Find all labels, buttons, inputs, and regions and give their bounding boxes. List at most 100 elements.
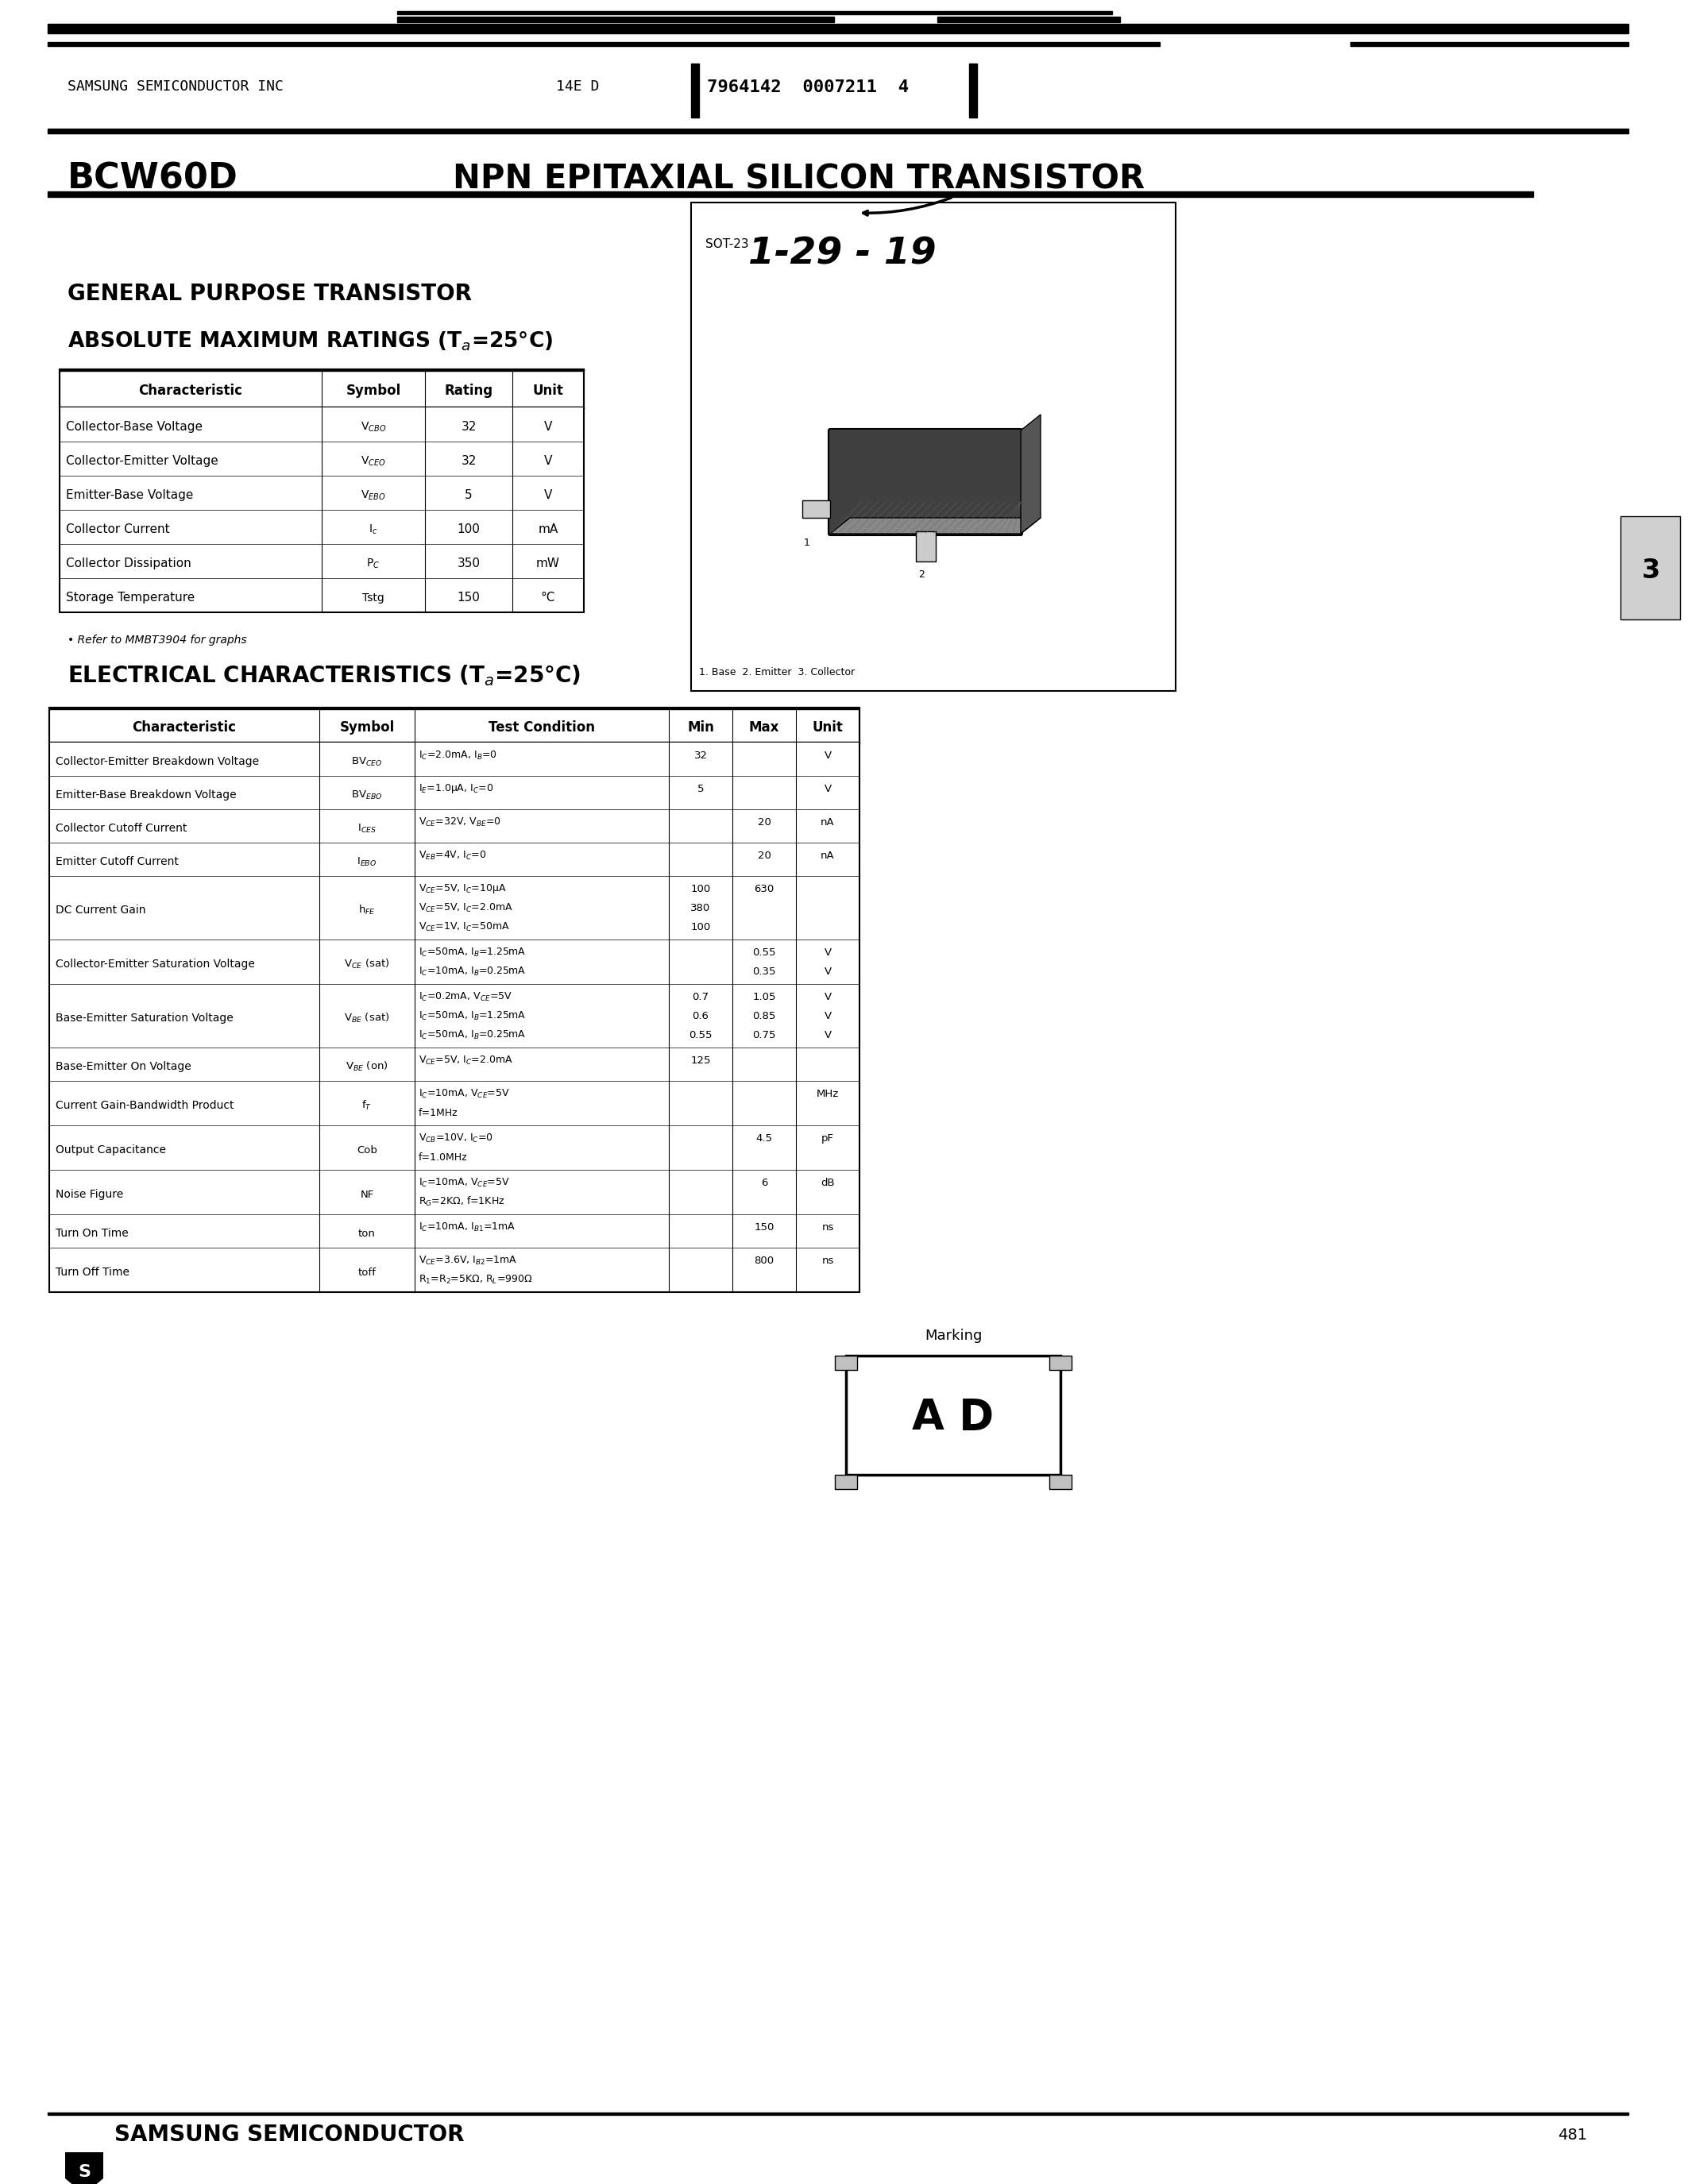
Text: 481: 481 xyxy=(1558,2127,1587,2143)
Text: 3: 3 xyxy=(1641,557,1659,583)
Bar xyxy=(59,509,584,544)
Text: Unit: Unit xyxy=(533,384,564,397)
Text: nA: nA xyxy=(820,817,834,828)
Text: ns: ns xyxy=(822,1221,834,1232)
Text: SOT-23: SOT-23 xyxy=(706,238,749,251)
Bar xyxy=(49,843,859,876)
Text: V: V xyxy=(824,948,830,957)
Text: DC Current Gain: DC Current Gain xyxy=(56,904,145,915)
Text: 125: 125 xyxy=(690,1055,711,1066)
Text: 0.35: 0.35 xyxy=(753,965,776,976)
Text: I$_C$=10mA, V$_{CE}$=5V: I$_C$=10mA, V$_{CE}$=5V xyxy=(419,1088,510,1099)
Bar xyxy=(836,1356,858,1369)
Bar xyxy=(47,129,1629,133)
Bar xyxy=(49,708,859,743)
Text: 7964142  0007211  4: 7964142 0007211 4 xyxy=(707,79,908,96)
Bar xyxy=(47,2112,1629,2114)
Text: ELECTRICAL CHARACTERISTICS (T$_a$=25°C): ELECTRICAL CHARACTERISTICS (T$_a$=25°C) xyxy=(68,664,581,688)
Text: Collector Dissipation: Collector Dissipation xyxy=(66,557,191,570)
Polygon shape xyxy=(1021,415,1040,533)
Bar xyxy=(1620,515,1680,620)
Bar xyxy=(836,1474,858,1489)
Text: 4.5: 4.5 xyxy=(756,1133,773,1142)
Text: V$_{CE}$=5V, I$_C$=10μA: V$_{CE}$=5V, I$_C$=10μA xyxy=(419,882,506,895)
Text: V$_{EB}$=4V, I$_C$=0: V$_{EB}$=4V, I$_C$=0 xyxy=(419,850,486,860)
Bar xyxy=(397,11,1112,15)
Bar xyxy=(47,24,1629,33)
Text: 380: 380 xyxy=(690,902,711,913)
Text: I$_{EBO}$: I$_{EBO}$ xyxy=(356,856,376,867)
Text: V: V xyxy=(544,422,552,432)
Text: V$_{CE}$=1V, I$_C$=50mA: V$_{CE}$=1V, I$_C$=50mA xyxy=(419,922,510,933)
Bar xyxy=(49,1247,859,1293)
Text: 1: 1 xyxy=(803,537,810,548)
Text: 150: 150 xyxy=(457,592,479,603)
Text: 2: 2 xyxy=(918,570,925,579)
Text: BV$_{CEO}$: BV$_{CEO}$ xyxy=(351,756,383,767)
Text: V$_{BE}$ (sat): V$_{BE}$ (sat) xyxy=(344,1011,390,1024)
Text: 32: 32 xyxy=(694,749,707,760)
Bar xyxy=(49,1171,859,1214)
Text: I$_c$: I$_c$ xyxy=(368,522,378,535)
Text: Symbol: Symbol xyxy=(339,721,395,734)
Text: 1.05: 1.05 xyxy=(753,992,776,1002)
Text: V: V xyxy=(824,992,830,1002)
Text: SAMSUNG SEMICONDUCTOR INC: SAMSUNG SEMICONDUCTOR INC xyxy=(68,79,284,94)
Text: 32: 32 xyxy=(461,454,476,467)
Text: R$_1$=R$_2$=5KΩ, R$_L$=990Ω: R$_1$=R$_2$=5KΩ, R$_L$=990Ω xyxy=(419,1273,533,1286)
Text: Turn On Time: Turn On Time xyxy=(56,1227,128,1238)
Text: Emitter-Base Breakdown Voltage: Emitter-Base Breakdown Voltage xyxy=(56,788,236,802)
Text: I$_C$=0.2mA, V$_{CE}$=5V: I$_C$=0.2mA, V$_{CE}$=5V xyxy=(419,992,513,1002)
Text: Marking: Marking xyxy=(925,1328,982,1343)
Text: 100: 100 xyxy=(457,524,479,535)
Text: V: V xyxy=(824,784,830,793)
Text: Collector-Emitter Breakdown Voltage: Collector-Emitter Breakdown Voltage xyxy=(56,756,258,767)
Text: I$_C$=10mA, V$_{CE}$=5V: I$_C$=10mA, V$_{CE}$=5V xyxy=(419,1177,510,1188)
Text: R$_G$=2KΩ, f=1KHz: R$_G$=2KΩ, f=1KHz xyxy=(419,1195,505,1208)
Bar xyxy=(1050,1356,1072,1369)
Bar xyxy=(802,500,830,518)
Bar xyxy=(49,985,859,1048)
Bar xyxy=(49,1081,859,1125)
Text: P$_C$: P$_C$ xyxy=(366,557,380,570)
Text: V: V xyxy=(824,749,830,760)
Text: 100: 100 xyxy=(690,922,711,933)
Text: 1. Base  2. Emitter  3. Collector: 1. Base 2. Emitter 3. Collector xyxy=(699,666,854,677)
Text: S: S xyxy=(78,2164,91,2180)
Bar xyxy=(690,203,1175,690)
Text: 20: 20 xyxy=(758,850,771,860)
Text: Tstg: Tstg xyxy=(363,592,385,603)
Bar xyxy=(47,192,1533,197)
Text: 32: 32 xyxy=(461,422,476,432)
Bar xyxy=(49,775,859,810)
Text: 6: 6 xyxy=(761,1177,768,1188)
Text: NF: NF xyxy=(360,1190,373,1199)
FancyBboxPatch shape xyxy=(829,428,1023,535)
Text: ns: ns xyxy=(822,1256,834,1265)
Text: I$_{CES}$: I$_{CES}$ xyxy=(358,823,376,834)
Bar xyxy=(937,17,1121,22)
Bar xyxy=(49,876,859,939)
Text: Base-Emitter Saturation Voltage: Base-Emitter Saturation Voltage xyxy=(56,1013,233,1024)
Text: I$_C$=50mA, I$_B$=0.25mA: I$_C$=50mA, I$_B$=0.25mA xyxy=(419,1029,527,1042)
Text: 0.7: 0.7 xyxy=(692,992,709,1002)
Text: Emitter Cutoff Current: Emitter Cutoff Current xyxy=(56,856,179,867)
Text: 630: 630 xyxy=(755,885,775,893)
Text: Output Capacitance: Output Capacitance xyxy=(56,1144,165,1155)
Text: 0.55: 0.55 xyxy=(753,948,776,957)
Text: I$_C$=50mA, I$_B$=1.25mA: I$_C$=50mA, I$_B$=1.25mA xyxy=(419,946,527,959)
Bar xyxy=(47,41,1160,46)
Text: 0.55: 0.55 xyxy=(689,1029,712,1040)
Bar xyxy=(59,579,584,612)
Text: toff: toff xyxy=(358,1267,376,1278)
Text: Collector-Emitter Voltage: Collector-Emitter Voltage xyxy=(66,454,218,467)
Text: Base-Emitter On Voltage: Base-Emitter On Voltage xyxy=(56,1061,191,1072)
Text: V: V xyxy=(544,489,552,500)
Text: A D: A D xyxy=(912,1398,994,1439)
Text: V$_{CE}$=32V, V$_{BE}$=0: V$_{CE}$=32V, V$_{BE}$=0 xyxy=(419,817,501,828)
Text: Min: Min xyxy=(687,721,714,734)
Bar xyxy=(690,63,699,118)
Bar xyxy=(49,939,859,985)
Text: 5: 5 xyxy=(697,784,704,793)
Text: 14E D: 14E D xyxy=(555,79,599,94)
